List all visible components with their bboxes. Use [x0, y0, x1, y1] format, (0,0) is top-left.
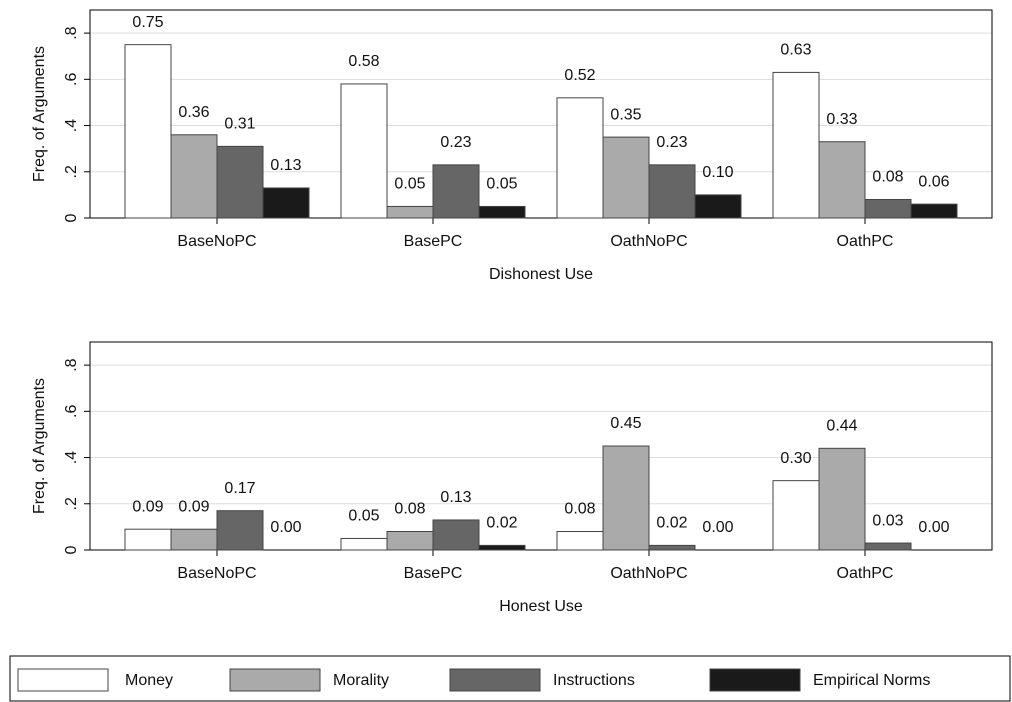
value-label: 0.00 — [918, 519, 949, 536]
bar — [262, 187, 310, 219]
y-tick-label: 0 — [63, 545, 80, 554]
x-tick-label: OathNoPC — [610, 565, 687, 582]
value-label: 0.45 — [610, 415, 641, 432]
bar — [478, 544, 526, 551]
value-label: 0.75 — [132, 14, 163, 31]
legend-label: Morality — [333, 672, 389, 689]
legend-swatch — [709, 668, 801, 692]
plot-frame — [89, 341, 993, 551]
legend-label: Instructions — [553, 672, 635, 689]
value-label: 0.63 — [780, 42, 811, 59]
bar — [556, 97, 604, 219]
value-label: 0.35 — [610, 106, 641, 123]
x-tick-label: BasePC — [404, 565, 463, 582]
bar — [432, 519, 480, 551]
bar — [648, 544, 696, 551]
value-label: 0.13 — [270, 157, 301, 174]
legend-label: Empirical Norms — [813, 672, 930, 689]
bar — [772, 71, 820, 219]
legend-label: Money — [125, 672, 173, 689]
bar — [818, 141, 866, 219]
x-tick-label: BaseNoPC — [177, 233, 256, 250]
value-label: 0.10 — [702, 164, 733, 181]
bar — [602, 445, 650, 551]
y-tick-label: .2 — [63, 165, 80, 178]
x-tick-label: OathNoPC — [610, 233, 687, 250]
value-label: 0.36 — [178, 104, 209, 121]
y-axis-title: Freq. of Arguments — [31, 378, 48, 514]
legend-swatch — [17, 668, 109, 692]
x-tick-label: OathPC — [837, 565, 894, 582]
legend-box — [9, 655, 1011, 702]
value-label: 0.02 — [486, 515, 517, 532]
value-label: 0.06 — [918, 173, 949, 190]
value-label: 0.58 — [348, 53, 379, 70]
bar — [432, 164, 480, 219]
bar — [648, 164, 696, 219]
value-label: 0.08 — [394, 501, 425, 518]
value-label: 0.05 — [486, 176, 517, 193]
legend-swatch — [449, 668, 541, 692]
y-tick-label: .8 — [63, 358, 80, 371]
y-tick-label: 0 — [63, 213, 80, 222]
value-label: 0.00 — [270, 519, 301, 536]
bar — [864, 199, 912, 219]
bar — [170, 134, 218, 219]
x-tick-label: BasePC — [404, 233, 463, 250]
value-label: 0.09 — [178, 498, 209, 515]
bar — [216, 145, 264, 219]
bar — [340, 83, 388, 219]
value-label: 0.03 — [872, 512, 903, 529]
value-label: 0.08 — [872, 169, 903, 186]
x-axis-title: Honest Use — [499, 598, 583, 615]
bar — [340, 537, 388, 551]
value-label: 0.00 — [702, 519, 733, 536]
bar — [910, 203, 958, 219]
bar — [124, 44, 172, 219]
y-tick-label: .4 — [63, 451, 80, 464]
bar — [478, 205, 526, 219]
value-label: 0.09 — [132, 498, 163, 515]
bar — [602, 136, 650, 219]
y-tick-label: .8 — [63, 26, 80, 39]
value-label: 0.31 — [224, 116, 255, 133]
bar — [170, 528, 218, 551]
value-label: 0.23 — [656, 134, 687, 151]
bar — [772, 480, 820, 551]
value-label: 0.05 — [348, 508, 379, 525]
x-axis-title: Dishonest Use — [489, 266, 593, 283]
x-tick-label: BaseNoPC — [177, 565, 256, 582]
y-axis-title: Freq. of Arguments — [31, 46, 48, 182]
value-label: 0.44 — [826, 418, 857, 435]
value-label: 0.08 — [564, 501, 595, 518]
value-label: 0.33 — [826, 111, 857, 128]
value-label: 0.02 — [656, 515, 687, 532]
bar — [386, 205, 434, 219]
y-tick-label: .6 — [63, 405, 80, 418]
bar — [818, 447, 866, 551]
value-label: 0.52 — [564, 67, 595, 84]
y-tick-label: .4 — [63, 119, 80, 132]
y-tick-label: .2 — [63, 497, 80, 510]
bar — [216, 510, 264, 551]
y-tick-label: .6 — [63, 73, 80, 86]
bar — [124, 528, 172, 551]
plot-frame — [89, 9, 993, 219]
value-label: 0.05 — [394, 176, 425, 193]
value-label: 0.13 — [440, 489, 471, 506]
x-tick-label: OathPC — [837, 233, 894, 250]
bar — [556, 531, 604, 551]
bar — [694, 194, 742, 219]
value-label: 0.17 — [224, 480, 255, 497]
value-label: 0.30 — [780, 450, 811, 467]
bar — [386, 531, 434, 551]
legend-swatch — [229, 668, 321, 692]
bar — [864, 542, 912, 551]
value-label: 0.23 — [440, 134, 471, 151]
